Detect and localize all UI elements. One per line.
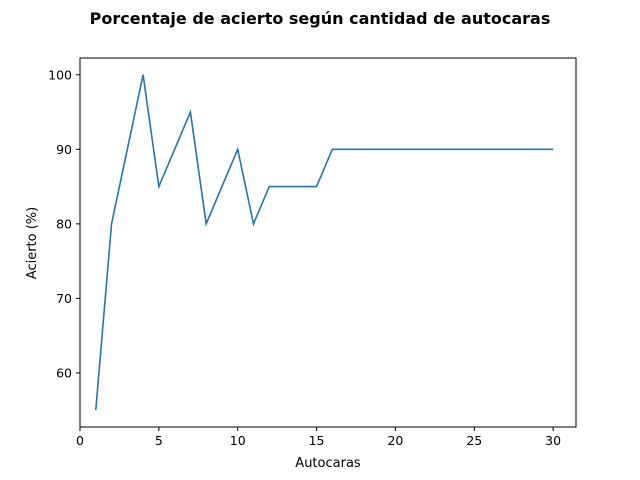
x-tick-label: 10 <box>230 433 246 448</box>
x-axis: 0 5 10 15 20 25 30 <box>76 427 561 448</box>
plot-frame <box>79 57 577 428</box>
y-axis: 60 70 80 90 100 <box>48 67 80 380</box>
y-axis-label: Acierto (%) <box>25 207 40 279</box>
y-tick-label: 80 <box>56 216 72 231</box>
plot-area <box>94 74 554 411</box>
x-axis-label: Autocaras <box>295 456 361 471</box>
chart-title: Porcentaje de acierto según cantidad de … <box>90 9 551 28</box>
series-line <box>94 74 554 411</box>
x-tick-label: 20 <box>387 433 403 448</box>
x-tick-label: 25 <box>466 433 482 448</box>
y-tick-label: 90 <box>56 142 72 157</box>
y-tick-label: 60 <box>56 365 72 380</box>
y-tick-label: 100 <box>48 67 72 82</box>
y-tick-label: 70 <box>56 291 72 306</box>
x-tick-label: 5 <box>155 433 163 448</box>
x-tick-label: 15 <box>309 433 325 448</box>
x-tick-label: 0 <box>76 433 84 448</box>
x-tick-label: 30 <box>545 433 561 448</box>
